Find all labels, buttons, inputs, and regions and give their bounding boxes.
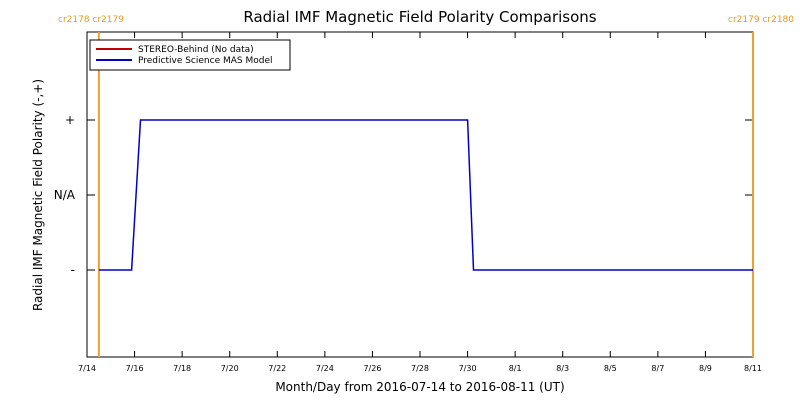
y-tick-label: N/A [54, 188, 76, 202]
x-tick-label: 8/9 [699, 364, 712, 373]
y-tick-label: + [65, 113, 75, 127]
x-tick-label: 7/20 [221, 364, 239, 373]
x-tick-label: 7/26 [363, 364, 381, 373]
x-tick-label: 7/22 [268, 364, 286, 373]
x-tick-label: 7/28 [411, 364, 429, 373]
y-axis-label: Radial IMF Magnetic Field Polarity (-,+) [31, 79, 45, 311]
x-tick-label: 7/16 [126, 364, 144, 373]
plot-frame [86, 31, 754, 358]
x-tick-label: 8/5 [604, 364, 617, 373]
x-tick-label: 8/7 [651, 364, 664, 373]
x-tick-label: 7/24 [316, 364, 334, 373]
legend-label: Predictive Science MAS Model [138, 56, 273, 66]
x-tick-label: 7/30 [459, 364, 477, 373]
carrington-marker-label: cr2179 cr2180 [728, 15, 794, 25]
carrington-marker-label: cr2178 cr2179 [58, 15, 124, 25]
x-tick-label: 8/11 [744, 364, 762, 373]
x-tick-label: 8/1 [509, 364, 522, 373]
x-axis-label: Month/Day from 2016-07-14 to 2016-08-11 … [275, 380, 564, 394]
x-tick-label: 7/14 [78, 364, 96, 373]
x-tick-label: 7/18 [173, 364, 191, 373]
legend-box [89, 39, 291, 71]
series-line [98, 119, 753, 271]
legend-label: STEREO-Behind (No data) [138, 45, 254, 55]
chart-title: Radial IMF Magnetic Field Polarity Compa… [243, 8, 596, 26]
y-tick-label: - [71, 263, 75, 277]
x-tick-label: 8/3 [556, 364, 569, 373]
legend: STEREO-Behind (No data)Predictive Scienc… [89, 39, 291, 71]
plot-area: 7/14 7/16 7/18 7/20 7/22 7/24 7/26 7/28 7/30 8/1 8… [54, 15, 795, 373]
